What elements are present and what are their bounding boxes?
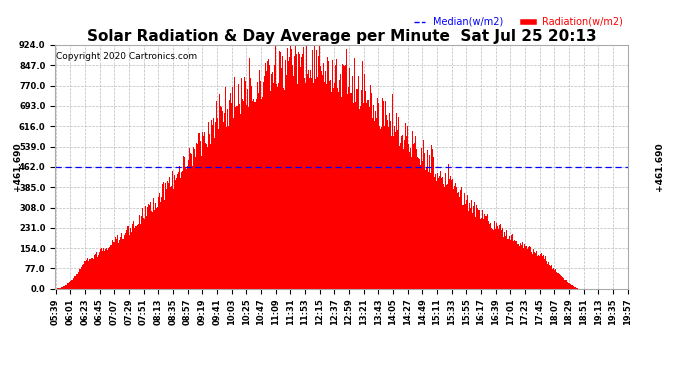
Text: Copyright 2020 Cartronics.com: Copyright 2020 Cartronics.com — [57, 53, 197, 61]
Legend: Median(w/m2), Radiation(w/m2): Median(w/m2), Radiation(w/m2) — [413, 17, 623, 27]
Text: +461.690: +461.690 — [14, 142, 23, 191]
Title: Solar Radiation & Day Average per Minute  Sat Jul 25 20:13: Solar Radiation & Day Average per Minute… — [87, 29, 596, 44]
Text: +461.690: +461.690 — [655, 142, 664, 191]
